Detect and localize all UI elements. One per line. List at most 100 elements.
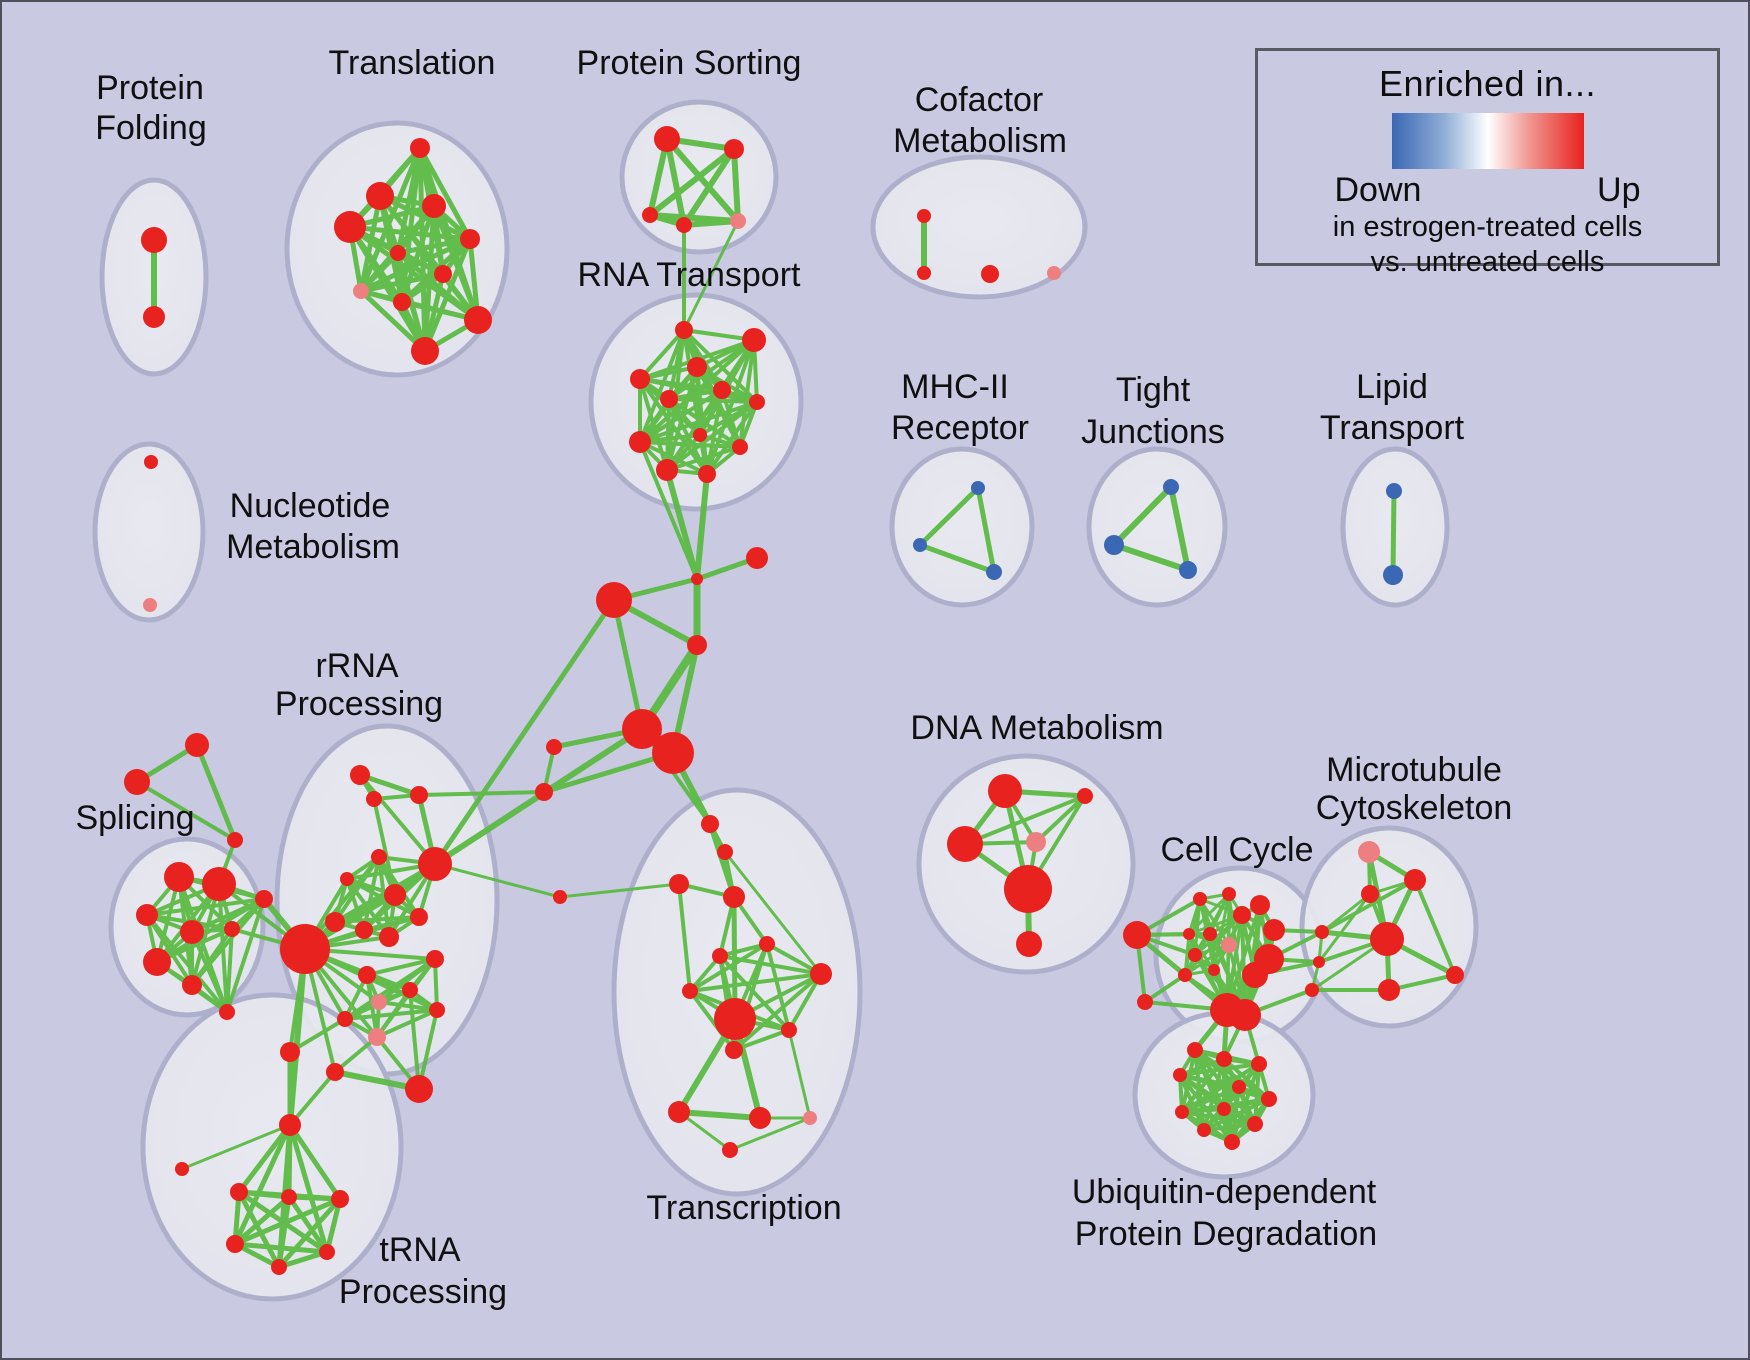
gene-set-node-W7: [175, 1162, 189, 1176]
gene-set-node-X3: [810, 963, 832, 985]
gene-set-node-Q18: [280, 1042, 300, 1062]
gene-set-node-U8: [1217, 1102, 1231, 1116]
edge: [358, 773, 437, 866]
gene-set-node-TRhub: [279, 1114, 301, 1136]
gene-set-node-CM2: [917, 266, 931, 280]
cluster-label-rrna-processing: Processing: [275, 685, 443, 723]
edge: [287, 1122, 330, 1255]
edge: [738, 338, 756, 449]
edge: [723, 850, 823, 976]
gene-set-node-U11: [1224, 1134, 1240, 1150]
cluster-label-tight-junctions: Tight: [1116, 371, 1191, 409]
edge: [276, 1196, 343, 1270]
cluster-label-cell-cycle: Cell Cycle: [1160, 831, 1313, 869]
gene-set-node-A3: [227, 832, 243, 848]
gene-set-node-T6: [390, 245, 406, 261]
gene-set-node-W1: [230, 1183, 248, 1201]
edge: [324, 1196, 343, 1255]
legend-axis-labels: Down Up: [1335, 171, 1641, 210]
edge: [665, 445, 742, 472]
edge: [638, 328, 686, 444]
edge: [232, 1122, 293, 1247]
gene-set-node-MT4: [1370, 922, 1404, 956]
edge: [395, 236, 473, 256]
gene-set-node-BigB: [652, 732, 694, 774]
gene-set-node-R9: [629, 431, 651, 453]
edge: [647, 146, 737, 218]
gene-set-node-MT3: [1361, 885, 1379, 903]
gene-set-node-X7: [725, 1041, 743, 1059]
edge: [917, 485, 981, 548]
gene-set-node-X4: [682, 983, 698, 999]
gene-set-node-M3: [986, 564, 1002, 580]
legend-title: Enriched in...: [1378, 63, 1597, 104]
gene-set-node-W3: [331, 1190, 349, 1208]
gene-set-node-TJ1: [1163, 479, 1179, 495]
cluster-ellipse-dna-metabolism: [916, 753, 1136, 975]
edge: [765, 942, 791, 1032]
edge: [1317, 892, 1372, 964]
gene-set-node-W4: [226, 1235, 244, 1253]
gene-set-node-C5: [1250, 895, 1270, 915]
gene-set-node-A2: [124, 769, 150, 795]
edge: [718, 942, 769, 958]
gene-set-node-Q1: [350, 765, 370, 785]
gene-set-node-Q16: [337, 1011, 353, 1027]
edge: [1202, 1122, 1257, 1132]
gene-set-node-PS2: [724, 139, 744, 159]
gene-set-node-R11: [656, 459, 678, 481]
cluster-label-trna-processing: Processing: [339, 1273, 507, 1311]
edge: [682, 219, 740, 332]
edge: [681, 146, 737, 228]
edge: [302, 726, 645, 952]
edge: [431, 203, 481, 323]
gene-set-node-BigA: [622, 709, 662, 749]
gene-set-node-CM4: [1047, 266, 1061, 280]
edge: [1387, 973, 1457, 992]
edge: [1183, 943, 1231, 977]
edge: [358, 271, 446, 294]
edge: [225, 927, 234, 1014]
gene-set-node-C16: [1229, 999, 1261, 1031]
gene-set-node-U6: [1261, 1091, 1277, 1107]
gene-set-node-Q13: [371, 994, 387, 1010]
gene-set-node-C1: [1123, 921, 1151, 949]
edge: [665, 400, 759, 472]
edge: [1225, 903, 1262, 1012]
edge: [638, 377, 759, 404]
edge: [408, 988, 421, 1091]
gene-set-node-Q7: [325, 912, 345, 932]
edge: [225, 897, 266, 1014]
edge: [963, 794, 1087, 846]
cluster-label-lipid-transport: Lipid: [1356, 368, 1428, 406]
gene-set-node-D3: [947, 826, 983, 862]
gene-set-node-C17: [1137, 994, 1153, 1010]
gene-set-node-S9: [255, 890, 273, 908]
gene-set-node-C14: [1242, 962, 1268, 988]
edge: [1390, 488, 1397, 578]
gene-set-node-C10: [1188, 948, 1202, 962]
gene-set-node-PS4: [676, 217, 692, 233]
gene-set-node-M2: [913, 538, 927, 552]
edge: [676, 1109, 763, 1121]
edge: [288, 1070, 337, 1127]
gene-set-node-C6: [1263, 919, 1285, 941]
edge: [358, 250, 401, 294]
gene-set-node-W6: [319, 1244, 335, 1260]
legend: Enriched in... Down Up in estrogen-treat…: [1255, 48, 1720, 278]
edge: [638, 440, 709, 476]
edge: [236, 1189, 282, 1270]
edge: [1180, 1110, 1257, 1126]
gene-set-node-U9: [1247, 1116, 1263, 1132]
gene-set-node-U3: [1251, 1056, 1267, 1072]
edge: [1143, 973, 1187, 1004]
cluster-ellipse-nucleotide-metabolism: [92, 441, 206, 623]
gene-set-node-U10: [1197, 1123, 1211, 1137]
edge: [343, 957, 437, 1021]
gene-set-node-CM1: [917, 209, 931, 223]
edge: [232, 1241, 330, 1255]
edge: [375, 1008, 439, 1039]
